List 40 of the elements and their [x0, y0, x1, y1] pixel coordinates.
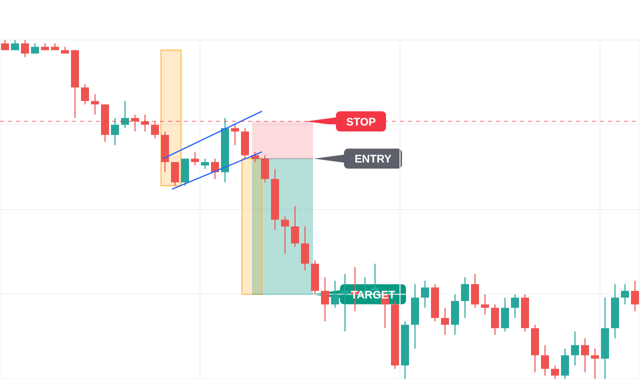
- ref-line-label: STOP: [346, 116, 376, 128]
- candlestick: [461, 276, 469, 318]
- candlestick: [441, 307, 449, 336]
- candlestick: [341, 273, 349, 332]
- candlestick: [201, 158, 209, 170]
- candlestick: [491, 304, 499, 336]
- candlestick: [331, 280, 339, 308]
- candlestick: [171, 162, 179, 186]
- candlestick: [471, 273, 479, 308]
- candlestick: [621, 284, 629, 305]
- candlestick: [291, 206, 299, 248]
- candlestick: [481, 294, 489, 316]
- candlestick: [451, 294, 459, 336]
- candlestick: [321, 276, 329, 322]
- candlestick: [541, 344, 549, 376]
- candlestick: [131, 114, 139, 132]
- candlestick: [81, 84, 89, 105]
- candlestick: [571, 331, 579, 366]
- candlestick: [501, 297, 509, 332]
- candlestick: [91, 94, 99, 116]
- candlestick: [631, 280, 639, 312]
- candlestick: [281, 216, 289, 254]
- candlestick: [261, 154, 269, 183]
- candlestick: [121, 100, 129, 129]
- ref-line-label: ENTRY: [354, 154, 392, 166]
- candlestick: [581, 338, 589, 373]
- candlestick: [231, 124, 239, 146]
- candlestick: [511, 294, 519, 318]
- candlestick: [151, 120, 159, 139]
- candlestick: [551, 364, 559, 379]
- candlestick: [21, 40, 29, 58]
- candlestick: [191, 151, 199, 166]
- candlestick: [561, 348, 569, 379]
- candlestick: [241, 128, 249, 160]
- candlestick: [301, 226, 309, 272]
- candlestick: [141, 114, 149, 132]
- candlestick: [181, 158, 189, 186]
- candlestick: [421, 280, 429, 308]
- candlestick: [111, 117, 119, 146]
- candlestick: [211, 158, 219, 180]
